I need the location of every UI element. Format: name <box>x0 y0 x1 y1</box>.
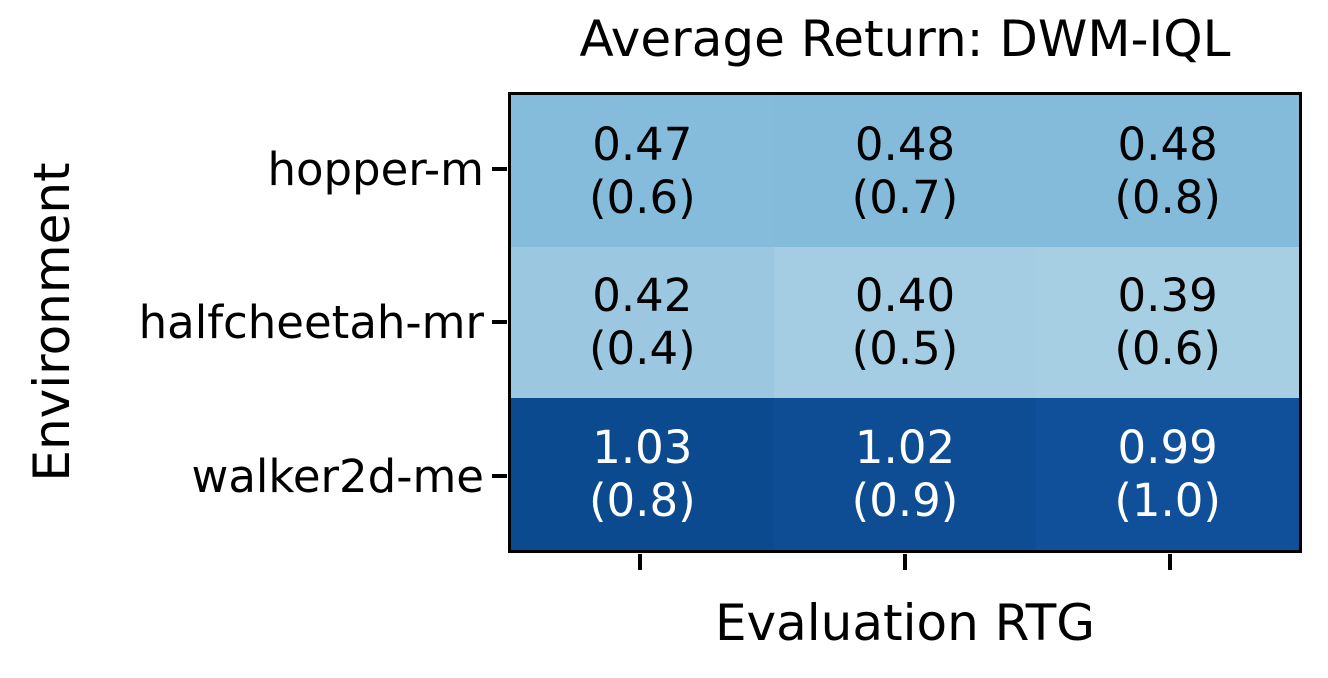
heatmap-cell: 0.48 (0.7) <box>773 95 1037 247</box>
cell-rtg: (0.5) <box>851 322 959 376</box>
cell-rtg: (1.0) <box>1114 474 1221 528</box>
heatmap-cell: 0.40 (0.5) <box>773 246 1037 399</box>
row-label-halfcheetah-mr: halfcheetah-mr <box>138 295 484 349</box>
cell-rtg: (0.4) <box>588 322 696 376</box>
cell-value: 0.42 <box>592 269 693 323</box>
heatmap-cell: 0.39 (0.6) <box>1036 246 1299 399</box>
x-axis-tick <box>1168 554 1172 570</box>
y-axis-tick <box>492 167 507 171</box>
cell-value: 0.39 <box>1117 269 1218 323</box>
row-label-hopper-m: hopper-m <box>267 142 484 196</box>
x-axis-label: Evaluation RTG <box>714 594 1096 652</box>
cell-value: 0.48 <box>1117 117 1218 171</box>
heatmap-cell: 0.42 (0.4) <box>511 246 774 399</box>
cell-value: 0.40 <box>854 269 956 323</box>
chart-title: Average Return: DWM-IQL <box>579 10 1231 68</box>
cell-rtg: (0.6) <box>588 170 696 224</box>
cell-rtg: (0.7) <box>851 170 959 224</box>
y-axis-tick <box>492 320 507 324</box>
y-axis-tick <box>492 474 507 478</box>
cell-rtg: (0.8) <box>1114 170 1221 224</box>
cell-value: 0.47 <box>592 117 693 171</box>
heatmap-grid: 0.47 (0.6) 0.48 (0.7) 0.48 (0.8) 0.42 (0… <box>508 92 1302 553</box>
cell-rtg: (0.9) <box>851 474 959 528</box>
heatmap-cell: 0.48 (0.8) <box>1036 95 1299 247</box>
heatmap-cell: 1.03 (0.8) <box>511 398 774 550</box>
heatmap-cell: 1.02 (0.9) <box>773 398 1037 550</box>
row-label-walker2d-me: walker2d-me <box>191 449 484 503</box>
heatmap-cell: 0.99 (1.0) <box>1036 398 1299 550</box>
cell-value: 0.48 <box>854 117 956 171</box>
cell-value: 1.02 <box>854 421 956 475</box>
heatmap-cell: 0.47 (0.6) <box>511 95 774 247</box>
x-axis-tick <box>903 554 907 570</box>
x-axis-tick <box>638 554 642 570</box>
cell-value: 0.99 <box>1117 421 1218 475</box>
cell-rtg: (0.8) <box>588 474 696 528</box>
cell-value: 1.03 <box>592 421 693 475</box>
cell-rtg: (0.6) <box>1114 322 1221 376</box>
